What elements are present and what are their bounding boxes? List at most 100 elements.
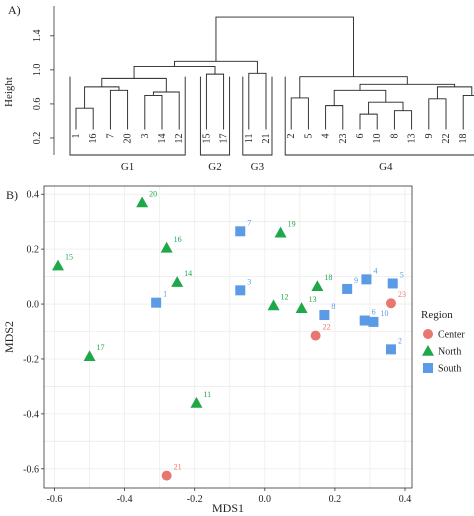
data-label: 4 <box>373 266 377 275</box>
data-label: 21 <box>174 463 182 472</box>
data-label: 23 <box>398 290 406 299</box>
data-point-north <box>295 302 308 313</box>
data-label: 20 <box>149 189 157 198</box>
dendrogram-leaf-label: 7 <box>105 133 116 138</box>
scatter-plot-frame <box>43 185 413 489</box>
dendrogram-branch <box>462 94 474 130</box>
data-point-north <box>52 259 65 271</box>
scatter-x-tick-label: -0.6 <box>47 494 63 505</box>
scatter-x-tick-label: 0.2 <box>329 494 342 505</box>
dendrogram-y-tick-label: 1.4 <box>32 30 43 43</box>
group-box <box>284 76 474 156</box>
dendrogram-branch <box>75 107 94 130</box>
panel-a-label: A) <box>8 3 21 17</box>
dendrogram-leaf-label: 6 <box>355 133 366 138</box>
scatter-y-tick-label: 0.2 <box>27 245 40 256</box>
dendrogram-branches <box>75 16 474 130</box>
dendrogram-branch <box>109 89 129 130</box>
dendrogram-leaf-label: 22 <box>441 133 452 143</box>
data-point-north <box>267 299 280 311</box>
legend-entry-label: Center <box>438 330 465 341</box>
data-label: 22 <box>323 323 331 332</box>
scatter-y-axis-label: MDS2 <box>2 321 16 353</box>
dendrogram-branch <box>133 66 216 79</box>
group-label: G4 <box>379 161 393 173</box>
dendrogram-leaf-label: 18 <box>458 133 469 143</box>
data-label: 6 <box>372 308 376 317</box>
dendrogram-branch <box>215 16 354 77</box>
dendrogram-leaf-label: 5 <box>303 133 314 138</box>
dendrogram-y-tick-label: 0.6 <box>32 98 43 111</box>
data-point-north <box>274 226 287 238</box>
dendrogram-leaf-label: 17 <box>219 133 230 143</box>
dendrogram-branch <box>299 76 408 98</box>
data-point-center <box>161 470 172 481</box>
data-label: 3 <box>247 277 251 286</box>
scatter-x-tick-label: -0.2 <box>187 494 203 505</box>
dendrogram-branch <box>333 89 387 106</box>
data-label: 17 <box>97 343 105 352</box>
group-label: G3 <box>251 161 265 173</box>
scatter-y-tick-label: 0.0 <box>27 300 40 311</box>
dendrogram-branch <box>325 105 344 130</box>
dendrogram-branch <box>436 86 473 99</box>
dendrogram-branch <box>144 94 163 130</box>
data-label: 16 <box>174 235 182 244</box>
dendrogram-leaf-label: 2 <box>286 133 297 138</box>
group-box <box>242 76 273 156</box>
dendrogram-branch <box>174 60 258 74</box>
data-point-north <box>136 196 149 208</box>
dendrogram-branch <box>152 91 180 130</box>
dendrogram-leaf-label: 12 <box>174 133 185 143</box>
dendrogram-branch <box>205 73 225 130</box>
dendrogram-leaf-label: 15 <box>201 133 212 143</box>
dendrogram-leaf-label: 13 <box>407 133 418 143</box>
data-point-center <box>310 330 321 341</box>
data-point-south <box>361 274 372 285</box>
data-point-south <box>368 316 379 327</box>
dendrogram-leaf-label: 1 <box>71 133 82 138</box>
data-label: 5 <box>400 270 404 279</box>
scatter-panel: B) -0.6 -0.4 -0.2 0.0 0.2 0.4 -0.6 -0.4 -0.2 0.0… <box>2 185 465 515</box>
data-point-south <box>342 283 353 294</box>
scatter-x-tick-label: -0.4 <box>117 494 133 505</box>
data-point-north <box>160 241 173 253</box>
data-point-south <box>151 297 162 308</box>
dendrogram-leaf-label: 10 <box>372 133 383 143</box>
data-label: 14 <box>184 269 192 278</box>
data-point-north <box>311 280 324 292</box>
scatter-y-tick-label: 0.4 <box>27 190 40 201</box>
data-label: 10 <box>380 309 388 318</box>
scatter-x-axis-label: MDS1 <box>212 501 244 515</box>
scatter-x-ticks: -0.6 -0.4 -0.2 0.0 0.2 0.4 <box>47 488 412 505</box>
scatter-x-tick-label: 0.4 <box>399 494 412 505</box>
data-label: 18 <box>324 273 332 282</box>
dendrogram-branch <box>428 98 447 130</box>
scatter-y-tick-label: -0.2 <box>23 354 39 365</box>
data-label: 11 <box>203 390 211 399</box>
scatter-y-ticks: -0.6 -0.4 -0.2 0.0 0.2 0.4 <box>23 190 44 475</box>
dendrogram-leaf-label: 16 <box>88 133 99 143</box>
group-box <box>69 76 186 156</box>
scatter-gridlines <box>44 186 412 488</box>
data-label: 12 <box>281 292 289 301</box>
legend-entry-label: North <box>438 347 461 358</box>
data-point-south <box>387 278 398 289</box>
dendrogram-leaf-label: 21 <box>261 133 272 143</box>
panel-b-label: B) <box>6 188 18 202</box>
dendrogram-leaf-label: 20 <box>123 133 134 143</box>
data-point-south <box>319 310 330 321</box>
dendrogram-y-ticks: 0.2 0.6 1.0 1.4 <box>32 30 54 144</box>
dendrogram-leaf-labels: 1167203141215171121254236108139221819 <box>71 133 469 143</box>
dendrogram-panel: A) Height 0.20.61.01.4 1 16 7 20 3 14 12 15 17 11… <box>3 3 474 173</box>
dendrogram-leaf-label: 9 <box>424 133 435 138</box>
dendrogram-y-axis-label: Height <box>3 77 15 107</box>
scatter-legend: Region Center North South <box>421 309 465 375</box>
dendrogram-y-tick-label: 1.0 <box>32 64 43 77</box>
data-label: 19 <box>288 220 296 229</box>
data-label: 7 <box>247 218 251 227</box>
dendrogram-leaf-label: 11 <box>244 133 255 143</box>
data-label: 8 <box>331 302 335 311</box>
